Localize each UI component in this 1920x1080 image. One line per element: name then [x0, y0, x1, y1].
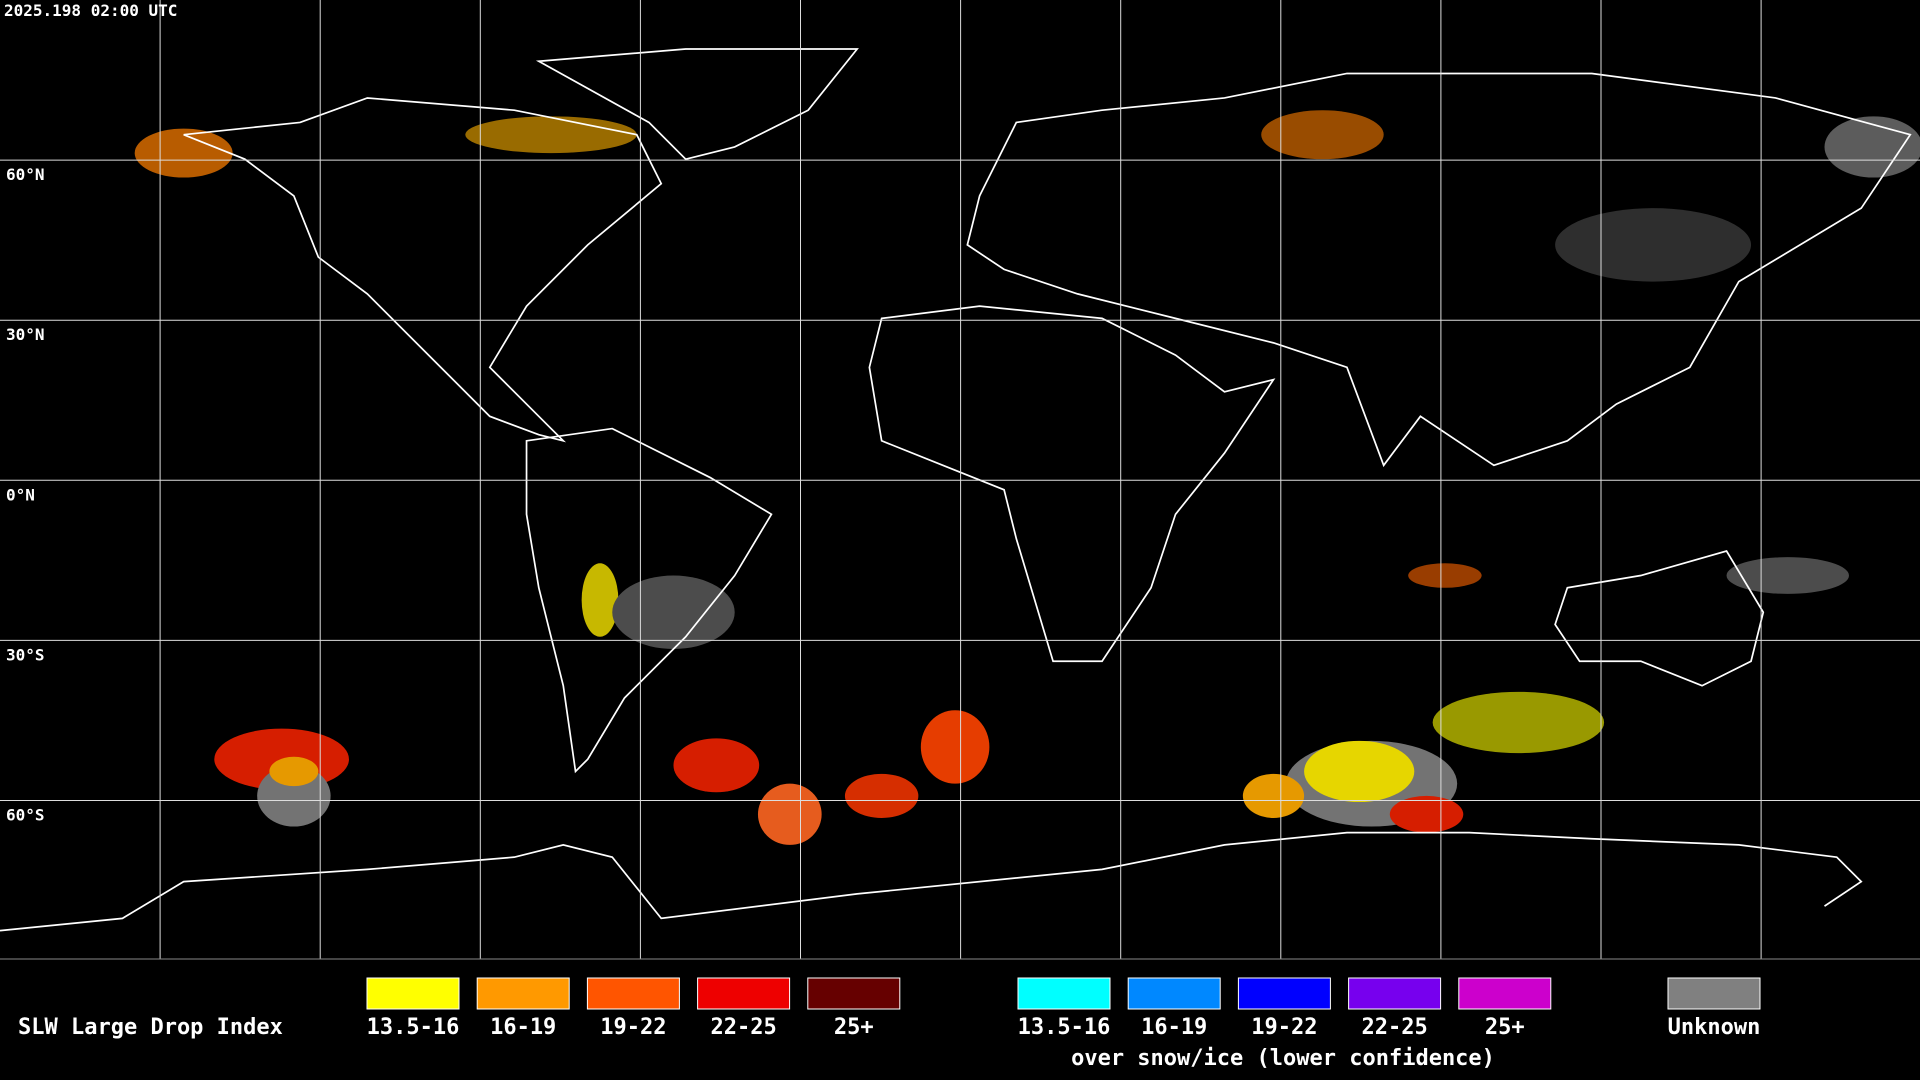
- legend-swatch: [697, 977, 791, 1010]
- legend-swatch: [366, 977, 460, 1010]
- legend-label: 22-25: [710, 1015, 776, 1040]
- data-overlay: [134, 110, 1920, 845]
- coastlines: [0, 48, 1912, 932]
- legend-label: 19-22: [600, 1015, 666, 1040]
- legend-swatch: [476, 977, 570, 1010]
- latitude-label: 30°S: [6, 645, 45, 664]
- legend-swatch: [586, 977, 680, 1010]
- snow-caption: over snow/ice (lower confidence): [1071, 1046, 1495, 1071]
- legend-swatch: [1017, 977, 1111, 1010]
- latitude-label: 0°N: [6, 485, 35, 504]
- legend-label: 16-19: [1141, 1015, 1207, 1040]
- legend-label: Unknown: [1668, 1015, 1761, 1040]
- legend-label: 13.5-16: [1018, 1015, 1111, 1040]
- timestamp: 2025.198 02:00 UTC: [4, 1, 177, 20]
- legend-swatch: [1237, 977, 1331, 1010]
- legend-label: 13.5-16: [367, 1015, 460, 1040]
- legend-swatch: [807, 977, 901, 1010]
- legend-label: 25+: [834, 1015, 874, 1040]
- legend-label: 16-19: [490, 1015, 556, 1040]
- legend-swatch: [1348, 977, 1442, 1010]
- latitude-label: 30°N: [6, 325, 45, 344]
- legend-swatch: [1667, 977, 1761, 1010]
- legend-label: 22-25: [1361, 1015, 1427, 1040]
- legend-swatch: [1458, 977, 1552, 1010]
- graticule: [0, 0, 1920, 959]
- legend-label: 25+: [1485, 1015, 1525, 1040]
- latitude-label: 60°S: [6, 806, 45, 825]
- latitude-label: 60°N: [6, 165, 45, 184]
- legend-label: 19-22: [1251, 1015, 1317, 1040]
- legend-swatch: [1127, 977, 1221, 1010]
- legend-title: SLW Large Drop Index: [18, 1015, 283, 1040]
